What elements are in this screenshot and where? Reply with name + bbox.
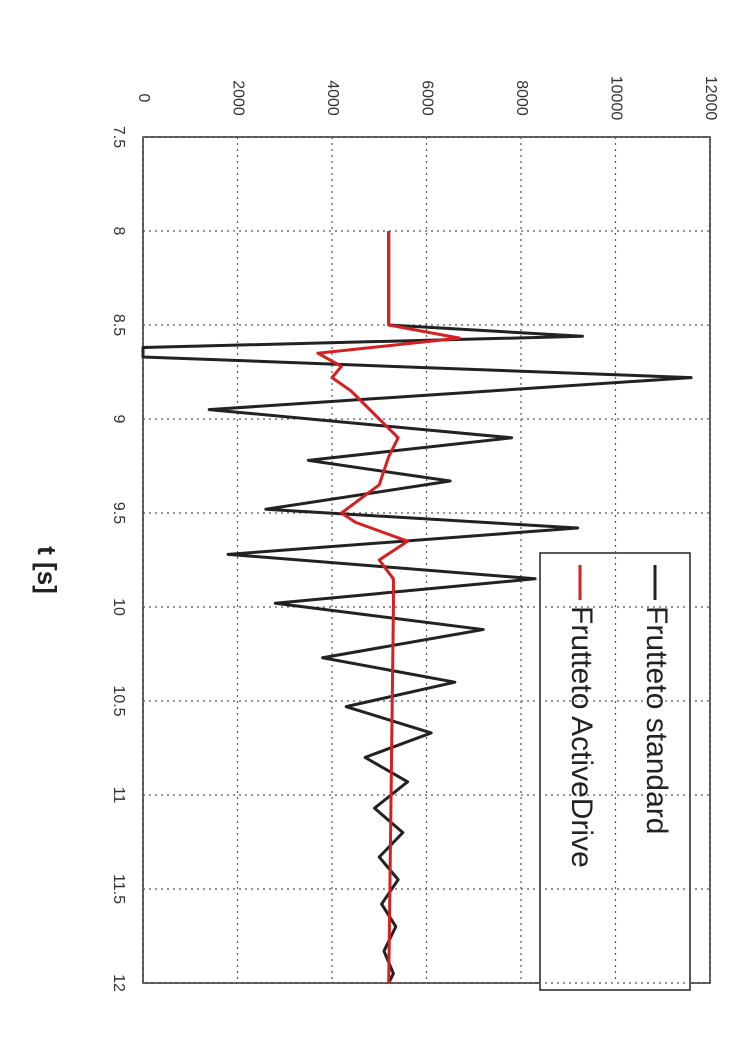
x-tick-label: 11: [110, 787, 127, 804]
x-tick-label: 7.5: [110, 126, 127, 148]
x-tick-label: 11.5: [110, 874, 127, 904]
x-tick-label: 10.5: [110, 685, 127, 716]
x-tick-label: 12: [110, 974, 127, 992]
x-tick-label: 8: [110, 227, 127, 236]
legend-label: Frutteto ActiveDrive: [565, 606, 598, 868]
y-tick-label: 2000: [229, 80, 246, 116]
x-tick-label: 8.5: [110, 314, 127, 336]
x-axis-label: t [s]: [32, 546, 62, 594]
y-tick-label: 4000: [324, 80, 341, 116]
x-tick-label: 10: [110, 598, 127, 616]
y-tick-label: 12000: [702, 76, 719, 121]
y-tick-label: 0: [135, 94, 152, 103]
data-line: [316, 231, 462, 984]
y-tick-label: 6000: [418, 80, 435, 116]
x-tick-label: 9.5: [110, 502, 127, 524]
legend-label: Frutteto standard: [640, 606, 673, 834]
y-tick-label: 8000: [513, 80, 530, 116]
data-line: [141, 231, 693, 984]
x-tick-label: 9: [110, 415, 127, 424]
y-tick-label: 10000: [607, 76, 624, 121]
